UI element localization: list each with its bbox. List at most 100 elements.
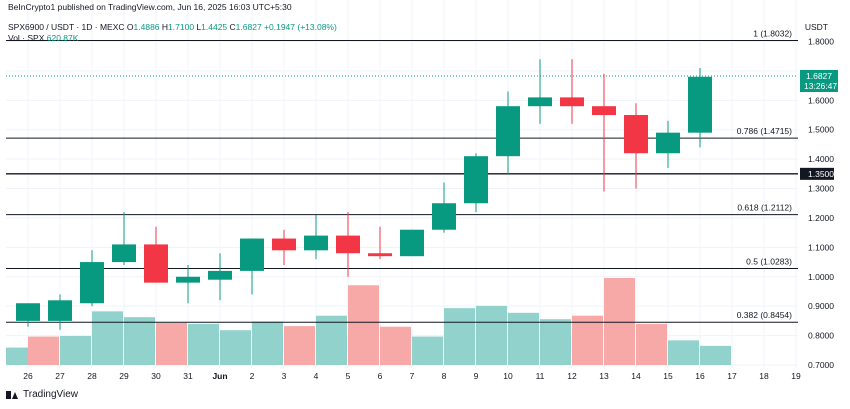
x-tick-label: 13 xyxy=(599,371,609,381)
candle-body xyxy=(48,300,72,321)
volume-bar xyxy=(572,315,603,365)
x-tick-label: 27 xyxy=(55,371,65,381)
volume-bar xyxy=(476,305,507,365)
y-tick-label: 0.9000 xyxy=(808,301,834,311)
high-label: H xyxy=(161,22,169,32)
x-tick-label: 4 xyxy=(314,371,319,381)
x-tick-label: 10 xyxy=(503,371,513,381)
y-tick-label: 0.7000 xyxy=(808,360,834,370)
volume-bar xyxy=(28,336,59,365)
open-value: 1.4886 xyxy=(133,22,160,32)
candle-body xyxy=(656,132,680,154)
y-tick-label: 1.5000 xyxy=(808,125,834,135)
y-tick-label: 1.4000 xyxy=(808,154,834,164)
volume-bar xyxy=(380,326,411,365)
fib-level-label: 0.618 (1.2112) xyxy=(737,203,792,213)
change-value: +0.1947 (+13.08%) xyxy=(264,22,337,32)
candle-body xyxy=(144,244,168,283)
candle-body xyxy=(368,253,392,257)
volume-bar xyxy=(444,308,475,365)
candle-body xyxy=(688,76,712,133)
countdown-label: 13:26:47 xyxy=(804,81,837,91)
x-tick-label: 9 xyxy=(474,371,479,381)
candle-body xyxy=(240,238,264,271)
last-price-tag xyxy=(800,69,838,92)
volume-bar xyxy=(284,326,315,365)
fib-level-label: 0.5 (1.0283) xyxy=(746,256,792,266)
candle-body xyxy=(464,156,488,204)
volume-bar xyxy=(124,317,155,365)
tradingview-brand-name: TradingView xyxy=(23,389,79,400)
volume-label: Vol · SPX xyxy=(8,33,45,43)
x-tick-label: 7 xyxy=(410,371,415,381)
volume-bar xyxy=(188,323,219,365)
x-tick-label: 30 xyxy=(151,371,161,381)
candle-body xyxy=(336,235,360,254)
publisher-line: BeInCrypto1 published on TradingView.com… xyxy=(8,2,292,12)
y-tick-label: 0.8000 xyxy=(808,331,834,341)
symbol-label: SPX6900 / USDT · 1D · MEXC xyxy=(8,22,125,32)
x-tick-label: 16 xyxy=(695,371,705,381)
x-tick-label: 18 xyxy=(759,371,769,381)
candle-body xyxy=(432,203,456,230)
volume-value: 620.87K xyxy=(46,33,79,43)
open-label: O xyxy=(126,22,134,32)
currency-label: USDT xyxy=(804,22,828,32)
y-tick-label: 1.0000 xyxy=(808,272,834,282)
fib-level-label: 0.382 (0.8454) xyxy=(737,310,792,320)
y-tick-label: 1.8000 xyxy=(808,37,834,47)
volume-bar xyxy=(156,322,187,365)
y-tick-label: 1.3000 xyxy=(808,184,834,194)
volume-bar xyxy=(220,330,251,365)
x-tick-label: 12 xyxy=(567,371,577,381)
x-tick-label: 15 xyxy=(663,371,673,381)
candle-body xyxy=(272,238,296,251)
candle-body xyxy=(560,97,584,107)
volume-bar xyxy=(636,323,667,365)
tradingview-logo-icon xyxy=(6,390,19,399)
close-value: 1.6827 xyxy=(235,22,262,32)
volume-bar xyxy=(604,278,635,365)
x-tick-label: 3 xyxy=(282,371,287,381)
x-tick-label: 19 xyxy=(791,371,801,381)
y-tick-label: 1.6000 xyxy=(808,95,834,105)
x-tick-label: 29 xyxy=(119,371,129,381)
volume-bar xyxy=(508,312,539,365)
candle-body xyxy=(528,97,552,107)
candle-body xyxy=(80,262,104,304)
candle-body xyxy=(624,115,648,154)
x-tick-label: 6 xyxy=(378,371,383,381)
candle-body xyxy=(400,229,424,257)
ohlc-legend: SPX6900 / USDT · 1D · MEXC O1.4886 H1.71… xyxy=(8,22,337,32)
volume-bar xyxy=(540,319,571,365)
volume-bar xyxy=(92,311,123,365)
fib-level-label: 0.786 (1.4715) xyxy=(737,126,792,136)
y-tick-label: 1.2000 xyxy=(808,213,834,223)
candle-body xyxy=(16,303,40,321)
support-price-label: 1.3500 xyxy=(808,169,834,179)
candle-body xyxy=(112,244,136,263)
fib-level-label: 1 (1.8032) xyxy=(753,29,792,39)
volume-legend: Vol · SPX 620.87K xyxy=(8,33,78,43)
x-tick-label: 2 xyxy=(250,371,255,381)
last-price-label: 1.6827 xyxy=(806,71,832,81)
low-value: 1.4425 xyxy=(201,22,228,32)
high-value: 1.7100 xyxy=(168,22,195,32)
x-tick-label: 31 xyxy=(183,371,193,381)
volume-bar xyxy=(60,336,91,365)
volume-bar xyxy=(700,345,731,365)
volume-bar xyxy=(668,340,699,365)
x-tick-label: 5 xyxy=(346,371,351,381)
support-price-tag xyxy=(800,167,834,180)
tradingview-logo[interactable]: TradingView xyxy=(6,389,78,400)
candle-body xyxy=(304,235,328,251)
x-tick-label: 11 xyxy=(536,371,545,381)
candle-body xyxy=(496,106,520,157)
volume-bar xyxy=(252,321,283,365)
candle-body xyxy=(592,106,616,116)
candle-body xyxy=(208,270,232,280)
x-tick-label: 14 xyxy=(631,371,641,381)
low-label: L xyxy=(196,22,202,32)
